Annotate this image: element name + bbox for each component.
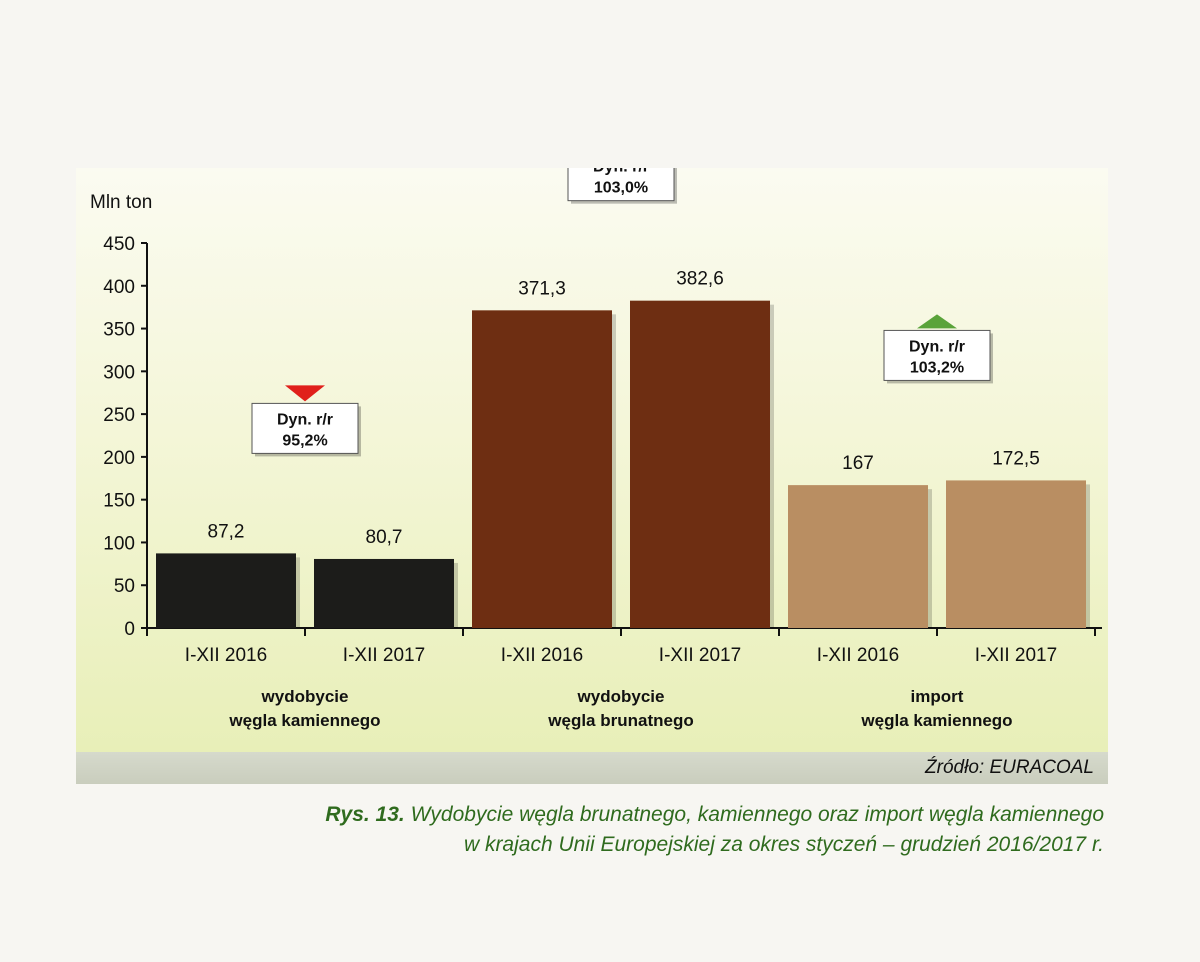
group-label-line-1: wydobycie — [261, 687, 349, 706]
x-tick-label: I-XII 2017 — [975, 645, 1057, 666]
caption-line-2: w krajach Unii Europejskiej za okres sty… — [463, 833, 1104, 856]
dyn-box — [251, 402, 359, 454]
y-tick-label: 150 — [103, 491, 135, 512]
y-tick-label: 0 — [124, 619, 135, 640]
source-strip: Źródło: EURACOAL — [76, 752, 1108, 784]
x-tick-label: I-XII 2016 — [185, 645, 267, 666]
y-tick-label: 250 — [103, 405, 135, 426]
group-label-line-2: węgla kamiennego — [228, 711, 380, 730]
caption-lead: Rys. 13. — [325, 803, 405, 826]
bar — [314, 558, 454, 628]
y-tick-label: 300 — [103, 362, 135, 383]
caption-line-1: Wydobycie węgla brunatnego, kamiennego o… — [410, 803, 1104, 826]
y-tick-label: 350 — [103, 320, 135, 341]
bar-chart: Mln ton 0 50 100 150 200 250 300 350 400 450 87,2 I-… — [90, 168, 1102, 730]
bar-value-label: 172,5 — [992, 448, 1040, 469]
y-tick-label: 100 — [103, 533, 135, 554]
y-axis-label: Mln ton — [90, 192, 152, 213]
bar — [630, 300, 770, 628]
dyn-box-title: Dyn. r/r — [593, 168, 649, 176]
bar-value-label: 371,3 — [518, 278, 566, 299]
trend-down-arrow-icon — [285, 385, 325, 402]
dyn-box-value: 103,0% — [594, 180, 648, 197]
dyn-box-title: Dyn. r/r — [909, 338, 965, 355]
group-label-line-2: węgla brunatnego — [547, 711, 693, 730]
y-tick-label: 400 — [103, 277, 135, 298]
group-label-line-1: import — [911, 687, 964, 706]
bar-value-label: 87,2 — [208, 521, 245, 542]
dyn-box — [883, 329, 991, 381]
dyn-box-title: Dyn. r/r — [277, 411, 333, 428]
x-tick-label: I-XII 2017 — [659, 645, 741, 666]
x-tick-label: I-XII 2016 — [817, 645, 899, 666]
y-tick-label: 200 — [103, 448, 135, 469]
dyn-box-value: 95,2% — [282, 432, 327, 449]
figure-caption: Rys. 13. Wydobycie węgla brunatnego, kam… — [104, 800, 1104, 860]
bar-value-label: 382,6 — [676, 269, 724, 290]
y-tick-label: 50 — [114, 576, 135, 597]
bar — [788, 485, 928, 628]
bar — [156, 553, 296, 628]
bar-value-label: 80,7 — [366, 527, 403, 548]
dyn-box-value: 103,2% — [910, 359, 964, 376]
x-tick-label: I-XII 2016 — [501, 645, 583, 666]
x-tick-label: I-XII 2017 — [343, 645, 425, 666]
bar-value-label: 167 — [842, 453, 874, 474]
bar — [472, 310, 612, 628]
y-tick-label: 450 — [103, 234, 135, 255]
group-label-line-2: węgla kamiennego — [860, 711, 1012, 730]
group-label-line-1: wydobycie — [577, 687, 665, 706]
source-text: Źródło: EURACOAL — [925, 757, 1094, 778]
trend-up-arrow-icon — [917, 314, 957, 329]
bar — [946, 480, 1086, 628]
chart-panel: Mln ton 0 50 100 150 200 250 300 350 400 450 87,2 I-… — [76, 168, 1108, 752]
dyn-box — [567, 168, 675, 202]
